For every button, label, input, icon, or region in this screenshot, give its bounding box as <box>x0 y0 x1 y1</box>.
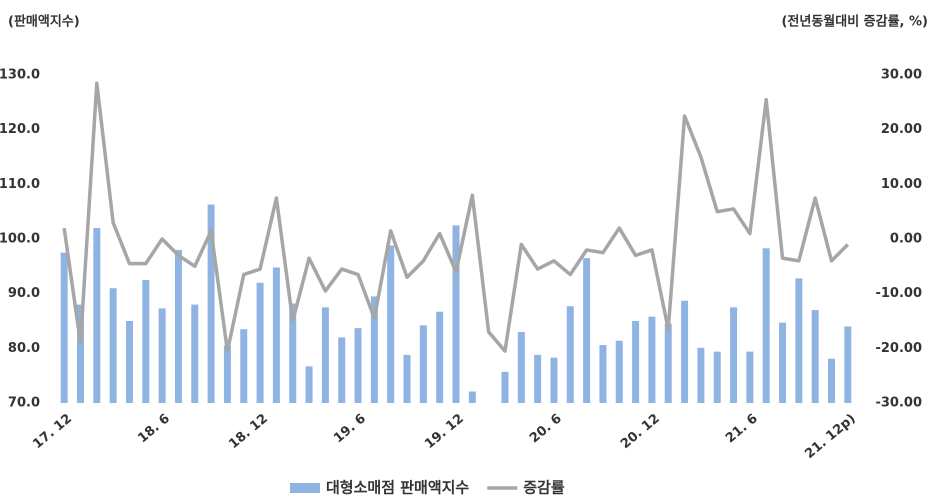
x-tick-label: 19. 6 <box>331 411 369 446</box>
bar <box>811 310 819 403</box>
bar <box>76 304 84 403</box>
bar <box>338 337 346 403</box>
bar <box>697 347 705 403</box>
bar <box>664 323 672 403</box>
y2-tick-label: -10.00 <box>875 286 922 301</box>
bar <box>648 316 656 403</box>
x-tick-label: 21. 12p) <box>802 411 858 462</box>
x-tick-label: 19. 12 <box>422 411 467 452</box>
bar <box>419 325 427 403</box>
bar <box>844 326 852 403</box>
bar <box>125 321 133 403</box>
bar <box>370 296 378 403</box>
bar <box>795 278 803 403</box>
y-tick-label: 70.0 <box>8 396 40 411</box>
x-tick-label: 21. 6 <box>723 411 761 446</box>
bar <box>746 351 754 403</box>
bar <box>93 228 101 403</box>
x-tick-label: 20. 6 <box>527 411 565 446</box>
bar <box>354 328 362 403</box>
y2-tick-label: -30.00 <box>875 396 922 411</box>
bar <box>240 329 248 403</box>
y-tick-label: 110.0 <box>0 177 40 192</box>
y-tick-label: 100.0 <box>0 232 40 247</box>
y-axis-label: (판매액지수) <box>8 14 80 30</box>
bar <box>550 357 558 403</box>
bar <box>321 307 329 403</box>
x-tick-label: 18. 12 <box>226 411 271 452</box>
y-tick-label: 120.0 <box>0 122 40 137</box>
legend-label: 대형소매점 판매액지수 <box>326 479 469 497</box>
bar <box>730 307 738 403</box>
y2-tick-label: 10.00 <box>881 177 922 192</box>
bar <box>272 267 280 403</box>
bar <box>305 366 313 403</box>
bar <box>517 331 525 403</box>
y2-tick-label: 0.00 <box>890 232 922 247</box>
bar <box>207 204 215 403</box>
y2-tick-label: 20.00 <box>881 122 922 137</box>
bar <box>289 303 297 403</box>
bar <box>403 354 411 403</box>
y2-axis-label: (전년동월대비 증감률, %) <box>781 14 928 30</box>
x-tick-label: 18. 6 <box>135 411 173 446</box>
x-tick-label: 20. 12 <box>618 411 663 452</box>
bar <box>158 308 166 403</box>
bar <box>599 345 607 403</box>
bar <box>534 354 542 403</box>
bar <box>762 248 770 403</box>
legend-label: 증감률 <box>523 479 565 497</box>
bar <box>468 391 476 403</box>
bar <box>436 311 444 403</box>
y-tick-label: 80.0 <box>8 341 40 356</box>
bar <box>566 306 574 403</box>
bar <box>223 345 231 403</box>
line <box>62 81 850 353</box>
legend-swatch <box>290 483 320 493</box>
bar <box>632 321 640 403</box>
bar <box>615 340 623 403</box>
bar <box>501 371 509 403</box>
y-tick-label: 90.0 <box>8 286 40 301</box>
bar <box>174 249 182 403</box>
bar <box>142 280 150 403</box>
y-tick-label: 130.0 <box>0 68 40 83</box>
bar <box>713 351 721 403</box>
bar <box>779 322 787 403</box>
bar <box>256 282 264 403</box>
bar <box>109 288 117 403</box>
bar <box>191 304 199 403</box>
bar <box>681 300 689 403</box>
bar <box>583 258 591 403</box>
y2-tick-label: -20.00 <box>875 341 922 356</box>
y2-tick-label: 30.00 <box>881 68 922 83</box>
bar <box>452 225 460 403</box>
bar <box>60 252 68 403</box>
bar <box>387 245 395 403</box>
bar <box>828 358 836 403</box>
x-tick-label: 17. 12 <box>30 411 75 452</box>
